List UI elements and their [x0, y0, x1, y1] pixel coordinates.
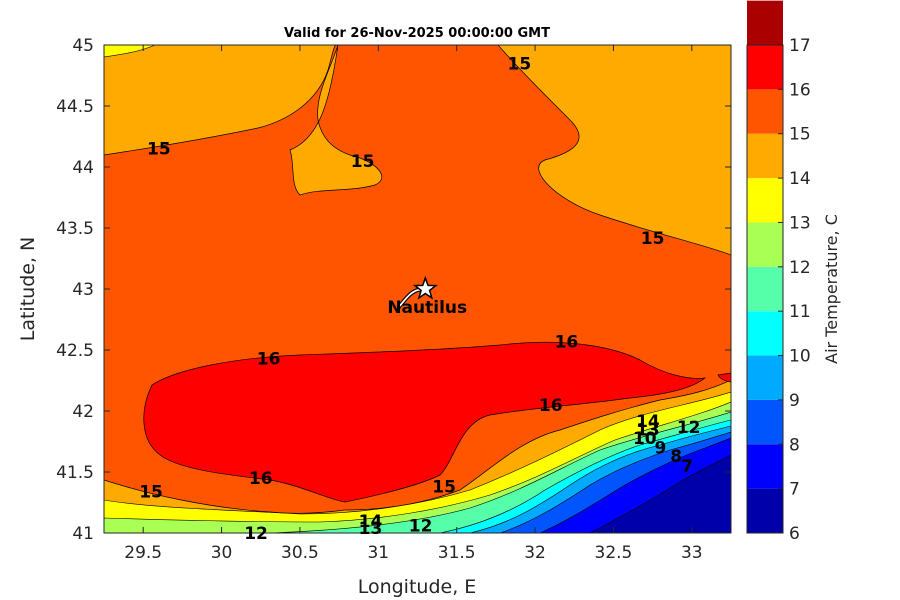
colorbar-tick-label: 6	[789, 524, 800, 544]
marker-layer: Nautilus	[387, 275, 467, 318]
y-tick-label: 43.5	[56, 219, 94, 239]
contour-label: 16	[555, 332, 579, 352]
contour-label: 15	[641, 229, 665, 249]
y-axis: 41 41.5 42 42.5 43 43.5 44 44.5 45	[56, 36, 731, 544]
colorbar-swatch	[747, 178, 783, 223]
x-axis-label: Longitude, E	[358, 576, 477, 598]
x-tick-label: 31	[367, 543, 389, 563]
colorbar-swatch	[747, 266, 783, 312]
colorbar-swatch	[747, 355, 783, 400]
y-tick-label: 42	[72, 402, 94, 422]
contour-label: 16	[539, 396, 563, 416]
colorbar-swatch	[747, 399, 783, 445]
x-tick-label: 29.5	[124, 543, 162, 563]
colorbar-swatch	[747, 89, 783, 134]
y-tick-label: 41.5	[56, 463, 94, 483]
contour-label: 15	[508, 54, 532, 74]
contour-label: 8	[670, 447, 682, 467]
x-axis: 29.5 30 30.5 31 31.5 32 32.5 33	[124, 45, 703, 563]
y-tick-label: 44	[72, 158, 94, 178]
contour-label: 13	[636, 420, 660, 440]
colorbar-tick-label: 9	[789, 391, 800, 411]
colorbar-label: Air Temperature, C	[822, 214, 841, 364]
colorbar-swatch	[747, 488, 783, 533]
colorbar-tick-label: 13	[789, 213, 811, 233]
y-tick-label: 42.5	[56, 341, 94, 361]
x-tick-label: 31.5	[438, 543, 476, 563]
x-tick-label: 30	[211, 543, 233, 563]
band-6-7	[589, 454, 731, 533]
contour-label: 16	[257, 350, 281, 370]
colorbar-tick-label: 16	[789, 80, 811, 100]
colorbar-tick-label: 10	[789, 347, 811, 367]
contour-label: 12	[244, 524, 268, 544]
band-16-17	[143, 341, 707, 503]
colorbar-tick-label: 17	[789, 36, 811, 56]
band-14-15-pocket	[289, 45, 382, 196]
y-tick-label: 44.5	[56, 97, 94, 117]
colorbar-tick-label: 11	[789, 302, 811, 322]
band-16-17-edge	[717, 372, 731, 383]
x-tick-label: 32	[524, 543, 546, 563]
colorbar-tick-label: 14	[789, 169, 811, 189]
x-tick-label: 30.5	[281, 543, 319, 563]
colorbar-swatch	[747, 444, 783, 489]
colorbar-swatch	[747, 311, 783, 356]
contour-label: 10	[633, 429, 657, 449]
colorbar-swatch	[747, 133, 783, 179]
contour-label: 9	[655, 439, 667, 459]
y-tick-label: 45	[72, 36, 94, 56]
contour-label: 15	[147, 140, 171, 160]
contour-label: 16	[249, 469, 273, 489]
nautilus-star-icon	[412, 275, 438, 300]
contour-label: 14	[636, 412, 660, 432]
colorbar-tick-label: 15	[789, 125, 811, 145]
contour-label: 7	[681, 457, 693, 477]
chart-title: Valid for 26-Nov-2025 00:00:00 GMT	[284, 26, 550, 41]
colorbar-frame	[746, 44, 784, 534]
colorbar-tick-label: 7	[789, 480, 800, 500]
contour-label: 15	[351, 152, 375, 172]
colorbar-tick-label: 8	[789, 435, 800, 455]
colorbar-tick-label: 12	[789, 258, 811, 278]
contour-label: 12	[409, 517, 433, 537]
contour-label: 13	[359, 519, 383, 539]
contour-label: 12	[677, 418, 701, 438]
x-tick-label: 33	[681, 543, 703, 563]
contour-label: 15	[139, 483, 163, 503]
contour-label: 15	[432, 478, 456, 498]
y-tick-label: 43	[72, 280, 94, 300]
contour-label: 14	[359, 512, 383, 532]
plot-area	[104, 45, 731, 533]
marker-label: Nautilus	[387, 298, 467, 318]
colorbar-swatch	[747, 222, 783, 267]
y-axis-label: Latitude, N	[17, 237, 39, 342]
x-tick-label: 32.5	[595, 543, 633, 563]
colorbar-swatch	[747, 45, 783, 90]
y-tick-label: 41	[72, 524, 94, 544]
colorbar: 6 7 8 9 10 11 12 13 14 15 16 17	[746, 0, 811, 544]
colorbar-swatch	[747, 0, 783, 45]
